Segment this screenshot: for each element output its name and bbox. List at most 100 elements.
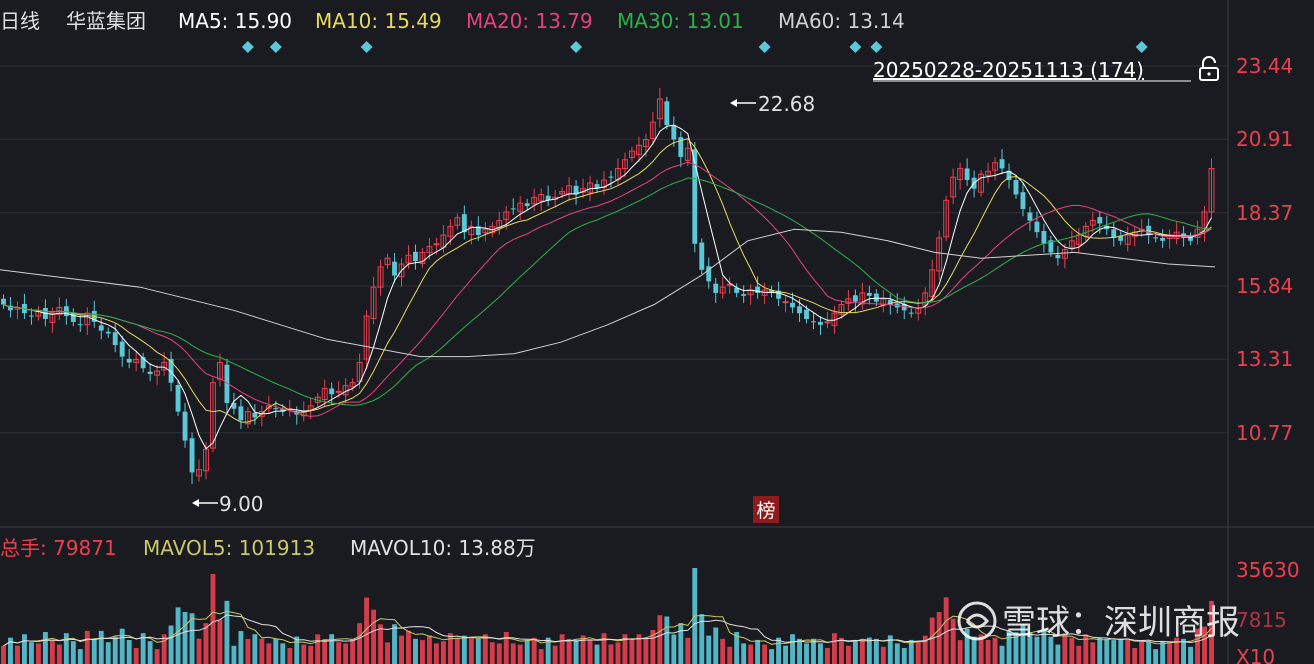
candle-body	[804, 309, 809, 319]
candle-body	[510, 208, 516, 210]
candle-body	[280, 408, 286, 412]
volume-bar	[126, 640, 132, 664]
volume-bar	[49, 640, 55, 664]
volume-bar	[63, 633, 69, 664]
volume-bar	[699, 614, 705, 664]
volume-bar	[210, 574, 216, 664]
candle-body	[349, 382, 356, 388]
candle-body	[915, 306, 922, 314]
candle-body	[224, 364, 230, 403]
volume-bar	[741, 643, 747, 664]
volume-bar	[252, 634, 258, 664]
volume-bar	[748, 644, 754, 664]
candle-body	[594, 184, 600, 189]
volume-bar	[727, 646, 733, 664]
candle-body	[790, 302, 795, 308]
candle-body	[1013, 180, 1019, 195]
candle-body	[699, 242, 705, 270]
candle-body	[684, 147, 691, 161]
candle-body	[161, 361, 168, 371]
candle-body	[538, 194, 545, 202]
rank-badge[interactable]: 榜	[753, 496, 779, 523]
volume-bar	[336, 642, 342, 664]
candle-body	[112, 332, 118, 346]
candle-body	[1146, 225, 1152, 236]
candle-body	[992, 162, 998, 171]
volume-bar	[831, 633, 837, 664]
volume-bar	[887, 635, 893, 664]
volume-bar	[503, 632, 509, 664]
ma60-label: MA60: 13.14	[778, 9, 905, 33]
candle-body	[908, 312, 914, 314]
volume-bar	[70, 641, 76, 664]
volume-bar	[133, 647, 139, 664]
volume-bar	[706, 635, 712, 664]
volume-bar	[1167, 642, 1173, 664]
candle-body	[126, 358, 132, 363]
candle-body	[524, 203, 530, 207]
volume-bar	[15, 645, 20, 664]
volume-bar	[21, 634, 27, 664]
date-range-link[interactable]: 20250228-20251113 (174)	[873, 58, 1144, 82]
volume-bar	[1195, 628, 1200, 664]
candle-body	[419, 251, 426, 264]
volume-bar	[56, 644, 62, 664]
volume-bar	[894, 643, 900, 664]
volume-bar	[231, 645, 237, 664]
candle-body	[363, 315, 370, 360]
volume-bar	[301, 644, 307, 664]
volume-bar	[433, 643, 439, 664]
volume-bar	[978, 634, 984, 664]
volume-bar	[280, 643, 286, 664]
volume-bar	[259, 638, 265, 664]
candle-body	[1153, 237, 1159, 239]
volume-bar	[454, 637, 460, 664]
volume-bar	[517, 644, 523, 664]
candle-body	[168, 358, 174, 383]
candle-body	[755, 286, 761, 293]
candle-body	[77, 324, 83, 326]
volume-bar	[845, 645, 851, 664]
volume-bar	[685, 637, 691, 664]
volume-bar	[880, 646, 886, 664]
candle-body	[356, 361, 363, 383]
volume-bar	[1020, 624, 1026, 664]
ma5-label: MA5: 15.90	[178, 9, 292, 33]
volume-bar	[769, 649, 775, 664]
event-marker-icon	[870, 41, 883, 53]
candle-body	[936, 237, 943, 272]
candle-body	[56, 306, 63, 315]
candle-body	[587, 182, 593, 193]
volume-bar	[755, 639, 761, 664]
candle-body	[964, 168, 970, 181]
volume-bar	[950, 618, 956, 664]
candle-body	[475, 226, 481, 236]
lock-open-icon[interactable]	[1199, 56, 1219, 81]
candle-body	[1020, 192, 1026, 209]
candle-body	[8, 305, 13, 311]
volume-bar	[573, 640, 579, 664]
volume-bar	[203, 623, 209, 664]
candle-body	[231, 402, 237, 409]
mavol5-label: MAVOL5: 101913	[143, 536, 315, 560]
candle-body	[196, 469, 202, 477]
event-marker-icon	[360, 41, 373, 53]
volume-bar	[440, 641, 446, 664]
vol-axis-tick: 35630	[1236, 558, 1300, 582]
candle-body	[133, 359, 140, 363]
candle-body	[468, 225, 475, 235]
volume-bar	[1202, 626, 1207, 664]
candle-body	[999, 159, 1005, 169]
volume-bar	[908, 639, 914, 664]
volume-bar	[985, 639, 991, 664]
candle-body	[811, 321, 816, 323]
candle-body	[1097, 217, 1103, 224]
volume-bar	[315, 634, 321, 664]
vol-total-label: 总手: 79871	[0, 536, 117, 560]
candle-body	[98, 325, 104, 331]
price-tick-label: 18.37	[1236, 201, 1293, 225]
volume-bar	[1055, 644, 1061, 664]
candle-body	[873, 293, 879, 302]
volume-bar	[322, 638, 328, 664]
